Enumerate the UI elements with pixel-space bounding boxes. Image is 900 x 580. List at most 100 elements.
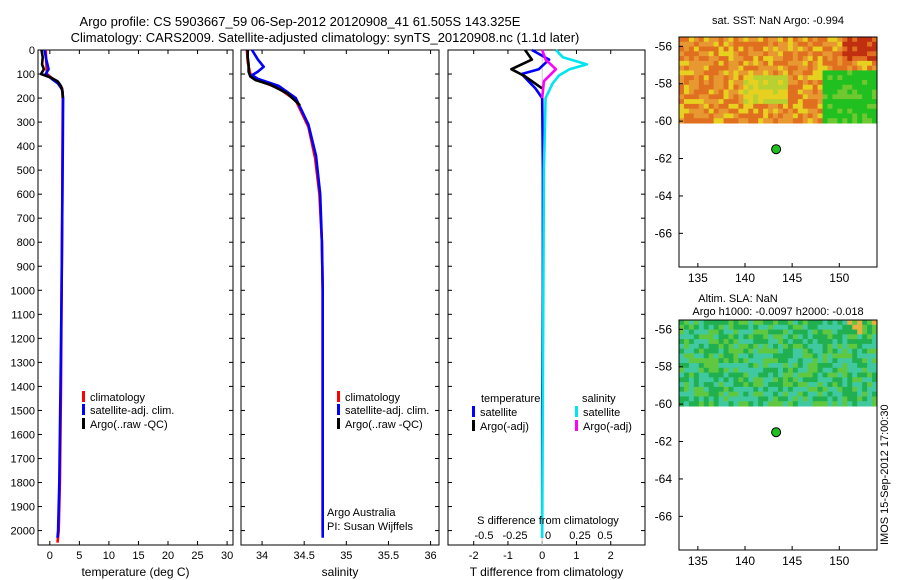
sst_map-cell	[733, 37, 739, 43]
sla_map-cell	[693, 396, 700, 402]
sst_map-cell	[758, 75, 764, 81]
sla_map-cell	[797, 391, 804, 397]
sst_map-cell	[733, 118, 739, 124]
sst_map-cell	[708, 108, 715, 114]
sst_map-cell	[703, 80, 710, 86]
sla_map-cell	[867, 396, 873, 402]
sst_map-cell	[708, 84, 715, 91]
sla_map-cell	[679, 396, 685, 402]
sst_map-cell	[703, 89, 710, 95]
sla_map-cell	[842, 334, 848, 340]
sst_map-cell	[787, 65, 794, 71]
sst_map-cell	[703, 113, 710, 119]
sla_map-cell	[847, 339, 853, 345]
sla_map-cell	[768, 334, 774, 340]
sla_map-cell	[733, 372, 739, 378]
sst_map-cell	[718, 37, 725, 43]
sst_map-cell	[693, 108, 700, 114]
sst_map-cell	[802, 56, 809, 62]
sst_map-cell	[802, 65, 809, 71]
difference-series-s-argo-adj-	[540, 49, 558, 99]
sla_map-cell	[797, 320, 804, 326]
sla_map-cell	[847, 367, 853, 374]
sst_map-cell	[872, 89, 878, 95]
sla_map-cell	[778, 386, 784, 393]
sst_map-cell	[723, 99, 729, 105]
sst_map-cell	[773, 56, 779, 62]
sla_map-cell	[743, 348, 749, 354]
sst_map-cell	[782, 60, 789, 67]
sla_map-cell	[693, 367, 700, 374]
sla_map-ytick-label: -60	[655, 397, 673, 411]
sla_map-cell	[802, 367, 809, 374]
sla_map-cell	[773, 367, 779, 374]
sla_map-cell	[713, 372, 720, 378]
sla_map-cell	[738, 329, 744, 335]
sst_map-cell	[797, 80, 804, 86]
sst_map-cell	[827, 51, 833, 57]
sst_map-cell	[847, 99, 853, 105]
sst_map-cell	[758, 118, 764, 124]
sst_map-cell	[743, 94, 749, 100]
sst_map-cell	[812, 89, 819, 95]
sla_map-cell	[822, 386, 828, 393]
sst_map-cell	[683, 80, 690, 86]
sla_map-cell	[787, 320, 794, 326]
sla_map-cell	[718, 367, 725, 374]
sst_map-cell	[748, 41, 754, 48]
sst_map-cell	[728, 60, 734, 67]
sst_map-cell	[827, 113, 833, 119]
sla_map-cell	[807, 386, 814, 393]
sst_map-cell	[733, 60, 739, 67]
sla_map-cell	[802, 372, 809, 378]
sst_map-cell	[708, 37, 715, 43]
sst_map-cell	[847, 51, 853, 57]
sst_map-cell	[738, 89, 744, 95]
sst_map-cell	[792, 51, 799, 57]
sst_map-cell	[768, 75, 774, 81]
sst_map-cell	[842, 70, 848, 76]
sla_map-cell	[802, 320, 809, 326]
sst_map-cell	[867, 80, 873, 86]
sla_map-cell	[827, 363, 833, 369]
sla_map-cell	[733, 339, 739, 345]
sla_map-cell	[857, 329, 863, 335]
temperature-xtick-label: 0	[47, 550, 53, 562]
sst_map-cell	[703, 94, 710, 100]
sla_map-cell	[862, 372, 868, 378]
sla_map-cell	[698, 372, 705, 378]
sla_map-cell	[832, 324, 838, 331]
sla_map-cell	[812, 320, 819, 326]
sla_map-cell	[792, 377, 799, 383]
sla_map-cell	[797, 372, 804, 378]
sla_map-cell	[738, 363, 744, 369]
sst_map-cell	[768, 89, 774, 95]
sst_map-cell	[713, 60, 720, 67]
sst_map-cell	[763, 60, 769, 67]
sla_map-cell	[698, 343, 705, 350]
sla_map-cell	[728, 382, 734, 388]
sst_map-cell	[718, 118, 725, 124]
sla_map-cell	[728, 386, 734, 393]
sst_map-ytick-label: -56	[655, 39, 673, 53]
sla_map-cell	[782, 343, 789, 350]
temperature-frame	[37, 49, 234, 546]
sla_map-cell	[837, 367, 843, 374]
sla_map-cell	[683, 391, 690, 397]
sla_map-cell	[738, 358, 744, 364]
sst_map-cell	[753, 113, 759, 119]
sla_map-cell	[822, 334, 828, 340]
sst_map-cell	[773, 70, 779, 76]
sla_map-cell	[679, 343, 685, 350]
sla_map-cell	[768, 396, 774, 402]
depth-tick-label: 600	[17, 189, 35, 201]
sla_map-cell	[822, 320, 828, 326]
sla_map-cell	[867, 339, 873, 345]
sst_map-cell	[832, 70, 838, 76]
sla_map-cell	[852, 343, 858, 350]
sla_map-cell	[822, 348, 828, 354]
sst_map-cell	[827, 46, 833, 52]
sst_map-cell	[832, 89, 838, 95]
sla_map-cell	[748, 320, 754, 326]
sst_map-cell	[688, 89, 695, 95]
